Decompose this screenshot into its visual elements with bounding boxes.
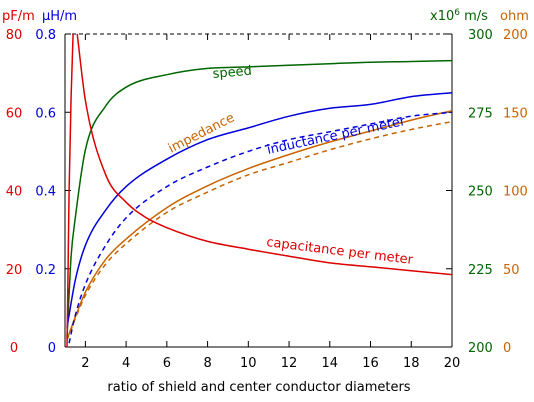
series-line-capacitance-per-meter xyxy=(76,33,453,276)
series-line-impedance xyxy=(66,109,453,340)
speed-unit-suffix: m/s xyxy=(460,9,488,24)
speed-unit-prefix: x10 xyxy=(430,9,454,24)
series-line-4 xyxy=(68,111,453,344)
inductance-tick-label: 0.2 xyxy=(35,263,56,278)
speed-tick-label: 200 xyxy=(468,341,493,356)
capacitance-tick-label: 40 xyxy=(6,185,23,200)
impedance-unit-label: ohm xyxy=(500,9,529,24)
speed-tick-label: 250 xyxy=(468,185,493,200)
axis-unit-labels: pF/m µH/m x106 m/s ohm xyxy=(2,8,529,24)
impedance-tick-label: 100 xyxy=(503,185,528,200)
series-line-2 xyxy=(66,120,453,341)
inductance-tick-label: 0.8 xyxy=(35,28,56,43)
series-line-6 xyxy=(66,33,74,348)
capacitance-tick-label: 80 xyxy=(6,28,23,43)
inductance-tick-label: 0.6 xyxy=(35,106,56,121)
impedance-tick-label: 150 xyxy=(503,106,528,121)
impedance-tick-label: 50 xyxy=(503,263,520,278)
speed-unit-exponent: 6 xyxy=(454,8,460,18)
speed-unit-label: x106 m/s xyxy=(430,8,488,24)
capacitance-tick-label: 0 xyxy=(10,341,18,356)
x-tick-label: 16 xyxy=(362,356,379,371)
inductance-tick-label: 0 xyxy=(48,341,56,356)
x-tick-label: 4 xyxy=(122,356,130,371)
impedance-tick-label: 200 xyxy=(503,28,528,43)
capacitance-tick-label: 20 xyxy=(6,263,23,278)
series-label-speed: speed xyxy=(212,64,252,82)
capacitance-unit-label: pF/m xyxy=(2,9,35,24)
series-lines xyxy=(66,33,453,348)
x-tick-label: 8 xyxy=(203,356,211,371)
x-tick-label: 6 xyxy=(163,356,171,371)
inductance-tick-label: 0.4 xyxy=(35,185,56,200)
axis-ticks: 2 4 6 8 10 12 14 16 18 2002040608000.20.40.60.820… xyxy=(6,28,528,371)
series-line-inductance-per-meter xyxy=(66,91,453,328)
x-tick-label: 12 xyxy=(281,356,298,371)
series-label-capacitance: capacitance per meter xyxy=(266,235,415,268)
inductance-unit-label: µH/m xyxy=(42,9,77,24)
series-line-speed xyxy=(66,59,453,338)
x-tick-label: 20 xyxy=(444,356,461,371)
x-tick-label: 14 xyxy=(322,356,339,371)
speed-tick-label: 225 xyxy=(468,263,493,278)
x-tick-label: 18 xyxy=(403,356,420,371)
x-axis-label: ratio of shield and center conductor dia… xyxy=(107,380,410,395)
x-tick-label: 2 xyxy=(81,356,89,371)
capacitance-tick-label: 60 xyxy=(6,106,23,121)
speed-tick-label: 300 xyxy=(468,28,493,43)
impedance-tick-label: 0 xyxy=(503,341,511,356)
x-tick-label: 10 xyxy=(240,356,257,371)
speed-tick-label: 275 xyxy=(468,106,493,121)
series-labels: speed impedance inductance per meter cap… xyxy=(166,64,414,268)
